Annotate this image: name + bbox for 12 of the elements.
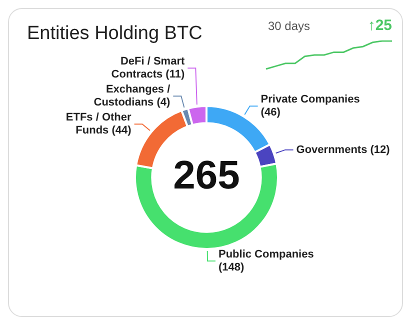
chart-title: 30 days <box>268 19 310 33</box>
data-label: (148) <box>218 262 245 274</box>
data-label: (46) <box>260 106 281 119</box>
slice-label: Public Companies <box>218 248 314 261</box>
slice-label: DeFi / Smart Contracts (11) <box>111 56 185 81</box>
slice-label: ETFs / Other Funds (44) <box>66 112 132 137</box>
text: 265 <box>173 154 240 198</box>
slice-label: Private Companies <box>260 94 360 106</box>
slice-label: Exchanges / Custodians (4) <box>94 84 170 109</box>
chart-title: Entities Holding BTC <box>27 23 202 45</box>
text: ↑25 <box>368 17 392 34</box>
slice-label: Governments (12) <box>296 144 390 156</box>
